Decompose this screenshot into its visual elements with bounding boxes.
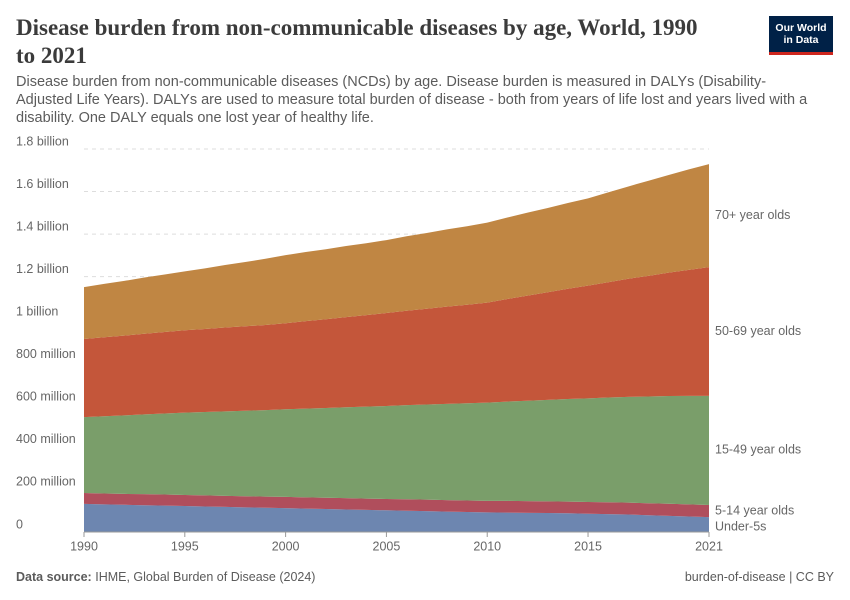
y-tick-label: 800 million [16, 347, 76, 361]
series-label: 70+ year olds [715, 208, 790, 222]
area [84, 395, 709, 505]
y-tick-label: 1.6 billion [16, 177, 69, 191]
y-tick-label: 0 [16, 517, 23, 531]
area [84, 164, 709, 340]
series-label: Under-5s [715, 519, 766, 533]
y-tick-label: 1.2 billion [16, 262, 69, 276]
footer-source: Data source: IHME, Global Burden of Dise… [16, 570, 315, 584]
area [84, 267, 709, 418]
source-label: Data source: [16, 570, 92, 584]
x-tick-label: 2000 [272, 539, 300, 553]
y-tick-label: 400 million [16, 432, 76, 446]
source: IHME, Global Burden of Disease (2024) [95, 570, 316, 584]
y-tick-label: 200 million [16, 475, 76, 489]
y-tick-label: 1.4 billion [16, 219, 69, 233]
x-tick-label: 2015 [574, 539, 602, 553]
x-tick-label: 2021 [695, 539, 723, 553]
series-label: 5-14 year olds [715, 503, 794, 517]
y-tick-label: 1.8 billion [16, 134, 69, 148]
x-tick-label: 1995 [171, 539, 199, 553]
x-tick-label: 1990 [70, 539, 98, 553]
x-tick-label: 2005 [373, 539, 401, 553]
area [84, 503, 709, 532]
logo[interactable]: Our World in Data [769, 16, 833, 55]
footer-license[interactable]: burden-of-disease | CC BY [684, 570, 834, 584]
area [84, 493, 709, 518]
chart-subtitle: Disease burden from non-communicable dis… [16, 74, 808, 126]
logo-text: Our World in Data [775, 22, 827, 46]
series-label: 15-49 year olds [715, 443, 801, 457]
y-tick-label: 600 million [16, 390, 76, 404]
chart-title: Disease burden from non-communicable dis… [16, 15, 698, 68]
y-tick-label: 1 billion [16, 305, 58, 319]
series-label: 50-69 year olds [715, 324, 801, 338]
x-tick-label: 2010 [473, 539, 501, 553]
